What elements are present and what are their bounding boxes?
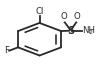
Text: F: F xyxy=(4,46,9,55)
Text: S: S xyxy=(67,26,74,36)
Text: NH: NH xyxy=(82,26,95,35)
Text: Cl: Cl xyxy=(35,7,43,16)
Text: O: O xyxy=(60,12,67,21)
Text: 2: 2 xyxy=(88,30,92,35)
Text: O: O xyxy=(73,12,80,21)
